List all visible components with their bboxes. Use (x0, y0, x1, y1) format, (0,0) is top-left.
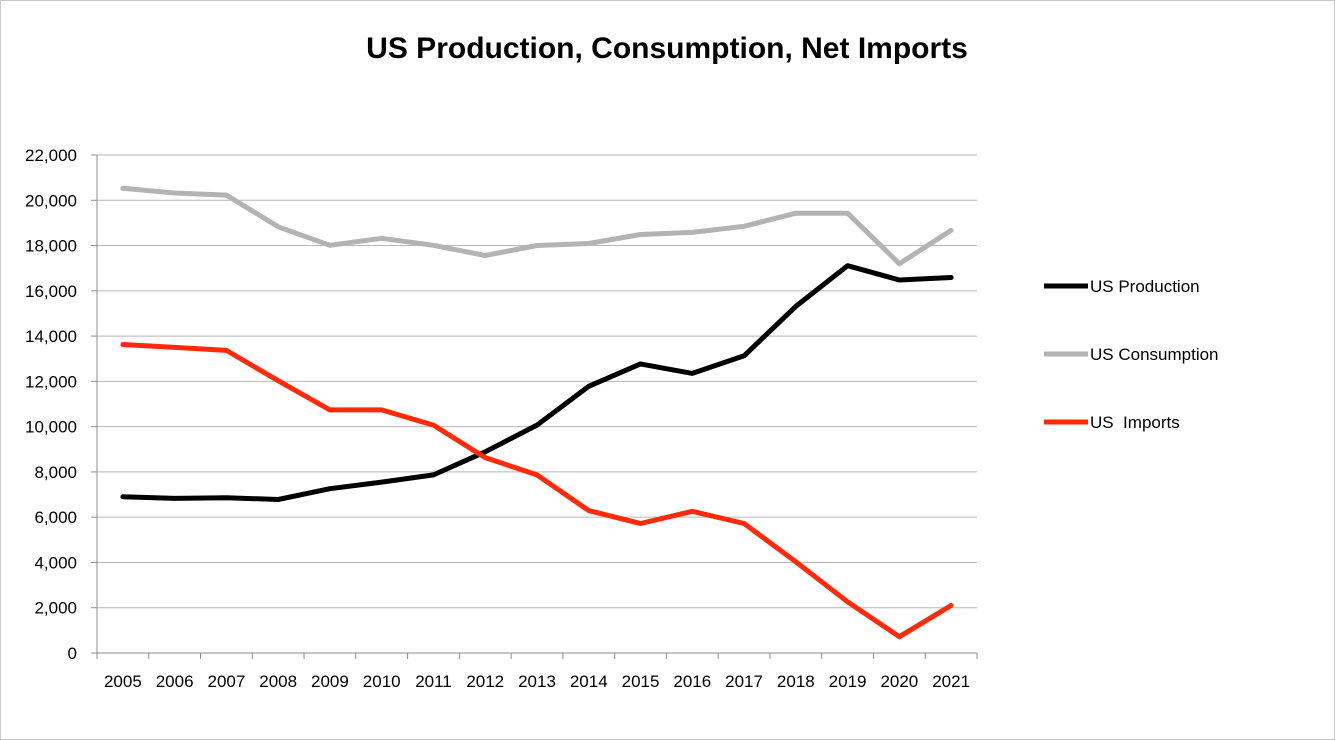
y-tick-label: 18,000 (25, 237, 77, 256)
series-line-us-consumption (120, 185, 954, 267)
axes (96, 155, 977, 654)
x-tick-label: 2021 (932, 672, 970, 691)
y-tick-label: 0 (68, 644, 77, 663)
x-tick-label: 2008 (259, 672, 297, 691)
y-axis-ticks: 0 2,000 4,000 6,000 8,000 10,000 12,000 14,000 1… (25, 146, 97, 663)
legend-label: US Production (1090, 277, 1200, 296)
x-tick-label: 2020 (880, 672, 918, 691)
legend: US Production US Consumption US Imports (1044, 277, 1219, 432)
y-tick-label: 16,000 (25, 282, 77, 301)
x-tick-label: 2019 (829, 672, 867, 691)
legend-label: US Imports (1090, 413, 1180, 432)
y-tick-label: 2,000 (34, 599, 77, 618)
y-tick-label: 4,000 (34, 553, 77, 572)
y-tick-label: 6,000 (34, 508, 77, 527)
chart-title: US Production, Consumption, Net Imports (366, 32, 968, 65)
y-tick-label: 12,000 (25, 372, 77, 391)
y-tick-label: 10,000 (25, 418, 77, 437)
x-tick-label: 2013 (518, 672, 556, 691)
y-tick-label: 20,000 (25, 191, 77, 210)
series-lines (120, 185, 954, 640)
x-tick-label: 2010 (363, 672, 401, 691)
x-tick-label: 2015 (622, 672, 660, 691)
x-tick-label: 2018 (777, 672, 815, 691)
series-line-us-imports (120, 342, 954, 640)
x-tick-label: 2009 (311, 672, 349, 691)
x-tick-label: 2006 (156, 672, 194, 691)
x-tick-label: 2017 (725, 672, 763, 691)
x-tick-label: 2005 (104, 672, 142, 691)
x-tick-label: 2011 (415, 672, 452, 691)
y-tick-label: 22,000 (25, 146, 77, 165)
y-tick-label: 14,000 (25, 327, 77, 346)
x-tick-label: 2016 (673, 672, 711, 691)
x-axis-ticks: 2005 2006 2007 2008 2009 2010 2011 2012 2013 2014… (96, 653, 978, 691)
x-tick-label: 2007 (207, 672, 245, 691)
series-line-us-production (120, 263, 954, 502)
x-tick-label: 2012 (466, 672, 504, 691)
y-tick-label: 8,000 (34, 463, 77, 482)
x-tick-label: 2014 (570, 672, 608, 691)
gridlines (97, 154, 977, 609)
legend-label: US Consumption (1090, 345, 1219, 364)
